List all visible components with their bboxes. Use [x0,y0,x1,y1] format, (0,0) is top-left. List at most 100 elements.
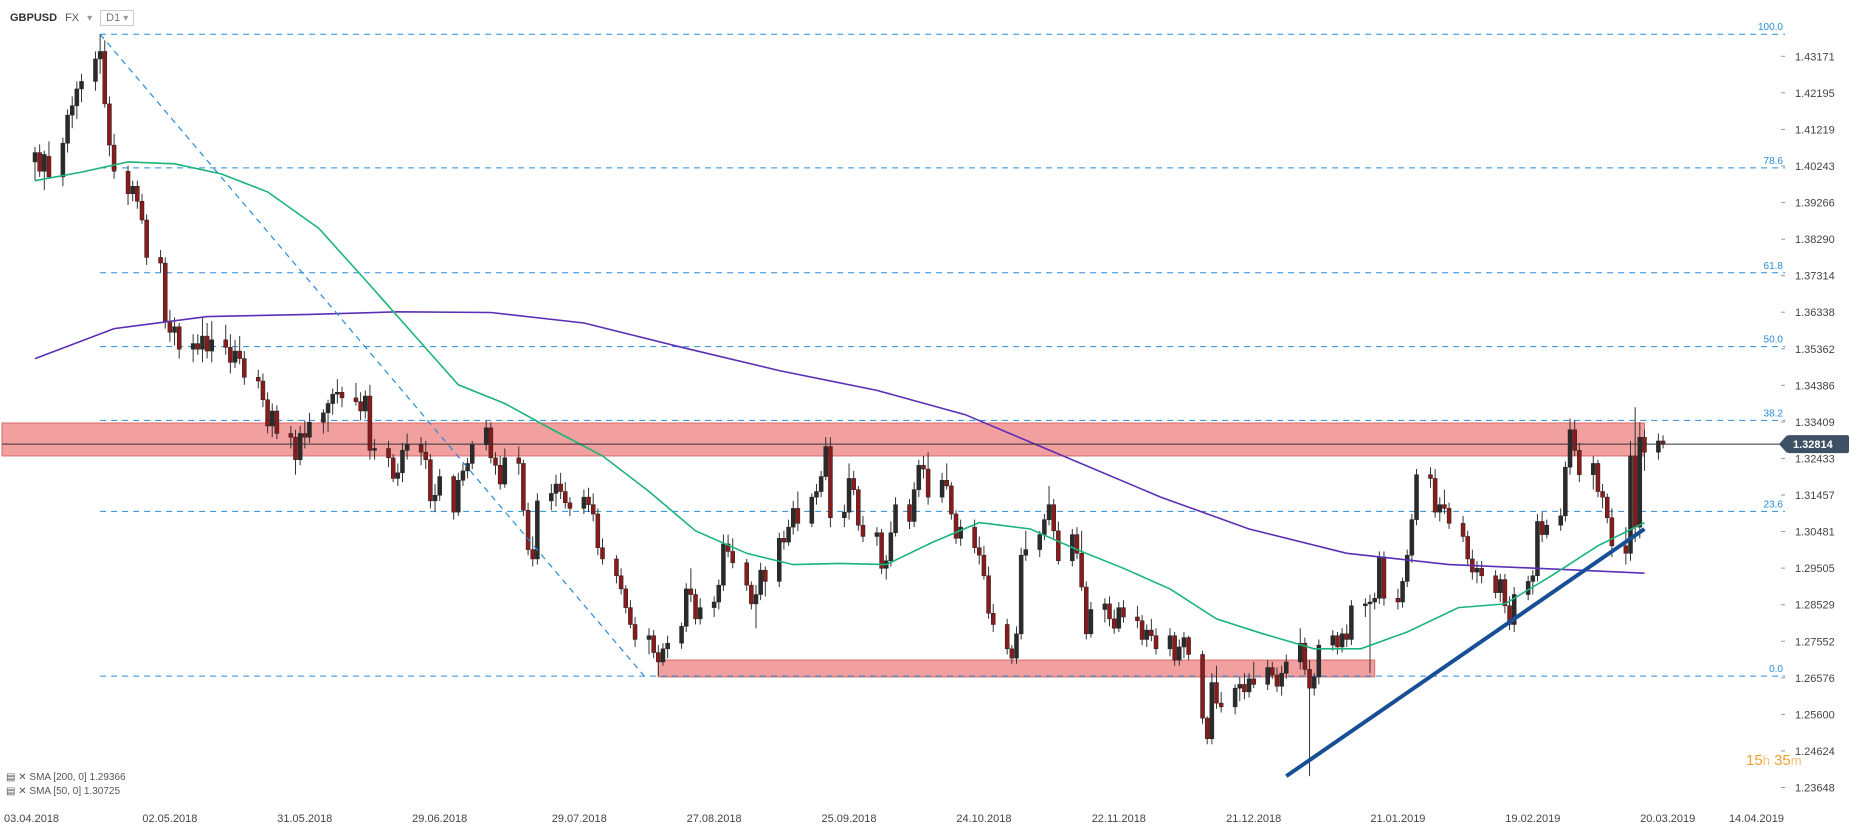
x-tick-label: 21.12.2018 [1226,813,1281,825]
time-axis[interactable]: 03.04.2018 02.05.2018 31.05.2018 29.06.2018… [4,813,1784,825]
candle-body [1563,466,1568,517]
candle-body [851,478,856,490]
market-label[interactable]: FX [65,12,80,24]
candle-body [1307,669,1312,689]
candle-body [925,468,931,498]
candle-body [358,401,363,412]
candle-body [274,410,280,434]
candle-body [1302,642,1308,670]
x-tick-label: 31.05.2018 [277,813,332,825]
candle-body [335,392,340,395]
candle-body [614,558,619,577]
candle-body [1237,684,1243,689]
x-tick-label: 14.04.2019 [1729,813,1784,825]
x-tick-label: 25.09.2018 [821,813,876,825]
candle-body [158,257,163,264]
candle-body [1111,618,1117,629]
candle-body [1023,549,1029,556]
candle-body [790,508,796,528]
y-tick-label: 1.32433 [1795,453,1835,465]
candle-body [1139,620,1145,640]
candle-body [1274,674,1280,687]
timer-hours-unit: h [1762,753,1770,768]
y-tick-label: 1.43171 [1795,51,1835,63]
candle-body [1246,678,1252,693]
candle-body [1544,524,1550,535]
candle-body [423,451,428,460]
indicator-settings-icon[interactable]: ▤ [6,786,16,797]
candle-body [1144,629,1149,640]
candle-body [516,457,522,464]
timer-hours: 15 [1746,752,1763,769]
candle-body [363,395,368,412]
candle-body [981,554,987,577]
candle-body [190,343,196,350]
candle-body [1511,594,1517,625]
candle-body [1632,455,1638,528]
candle-body [204,335,210,352]
timer-minutes: 35 [1774,752,1791,769]
candle-body [553,483,559,494]
x-tick-label: 29.06.2018 [412,813,467,825]
candle-body [730,551,735,563]
candle-body [1572,429,1577,451]
candle-body [1316,644,1322,678]
zones-layer [1,422,1645,678]
candle-body [1400,581,1405,603]
candle-body [1628,455,1633,554]
candle-body [1344,633,1349,640]
candle-body [1209,682,1215,739]
candle-body [297,433,303,460]
candle-body [1656,440,1661,453]
sma50-legend[interactable]: ▤ ✕ SMA [50, 0] 1.30725 [6,786,120,797]
candle-body [818,476,824,492]
fib-diagonal [99,33,645,677]
candle-body [623,588,629,608]
close-icon[interactable]: ✕ [18,772,27,783]
last-price-tag-arrow [1779,435,1787,454]
sma200-legend[interactable]: ▤ ✕ SMA [200, 0] 1.29366 [6,772,126,783]
candle-body [265,399,270,427]
candle-body [1600,491,1605,498]
candle-body [628,607,633,625]
x-tick-label: 21.01.2019 [1370,813,1425,825]
candle-body [465,463,470,472]
price-axis[interactable]: 1.43171 1.42195 1.41219 1.40243 1.39266 1.382… [1781,51,1835,794]
candle-body [1363,603,1368,607]
candle-body [1335,635,1340,648]
symbol-label[interactable]: GBPUSD [10,12,58,24]
candle-body [432,495,438,502]
candle-body [786,526,791,543]
candle-body [307,421,312,438]
candle-body [1311,676,1317,689]
candle-body [437,476,442,496]
candle-body [237,350,242,359]
chevron-down-icon[interactable]: ▾ [87,12,93,24]
candle-body [69,105,75,116]
close-icon[interactable]: ✕ [18,786,27,797]
candle-body [93,58,98,82]
fib-label-0.0: 0.0 [1769,664,1783,675]
y-tick-label: 1.36338 [1795,307,1835,319]
candle-body [372,448,377,451]
candle-body [1446,508,1452,524]
candle-body [814,491,819,498]
candle-body [939,480,945,498]
candle-body [907,504,912,522]
candle-body [1525,581,1531,595]
candle-body [1079,553,1084,588]
y-tick-label: 1.39266 [1795,198,1835,210]
timeframe-select[interactable]: D1 ▾ [100,10,135,26]
candle-body [990,612,996,625]
candle-body [386,448,391,459]
sma50-legend-label: SMA [50, 0] 1.30725 [29,786,121,797]
candle-body [1056,530,1061,562]
fib-label-61.8: 61.8 [1764,261,1784,272]
candle-body [293,436,298,460]
candle-body [460,470,466,481]
candle-body [763,569,768,582]
indicator-settings-icon[interactable]: ▤ [6,772,16,783]
candle-body [693,594,698,620]
candle-body [521,463,526,511]
